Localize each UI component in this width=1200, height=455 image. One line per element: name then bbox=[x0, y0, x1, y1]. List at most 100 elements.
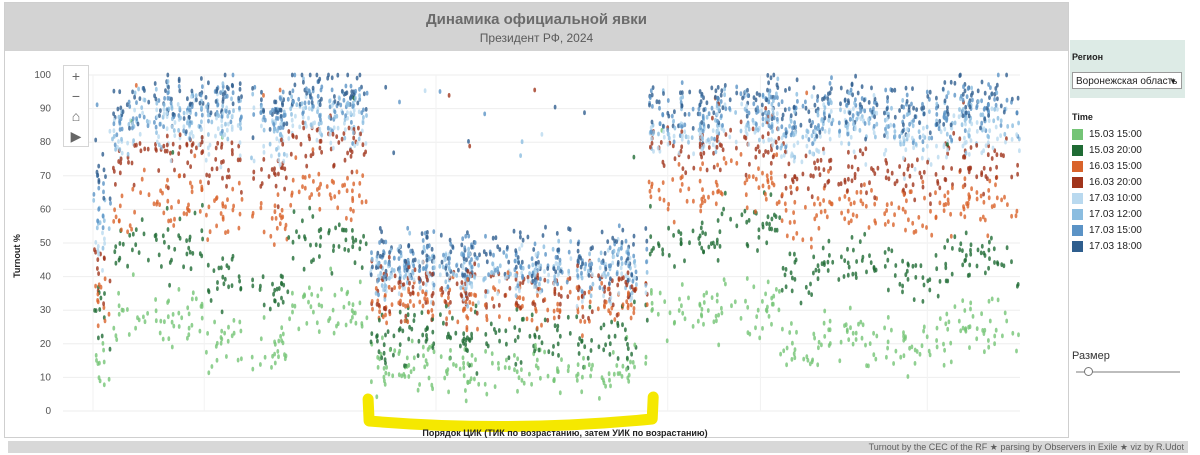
data-point bbox=[816, 158, 819, 164]
data-point bbox=[209, 298, 213, 303]
data-point bbox=[757, 235, 761, 240]
data-point bbox=[425, 234, 429, 240]
data-point bbox=[873, 96, 877, 102]
data-point bbox=[921, 184, 925, 190]
data-point bbox=[613, 238, 616, 244]
data-point bbox=[781, 112, 785, 118]
data-point bbox=[995, 90, 999, 96]
data-point bbox=[597, 344, 601, 350]
data-point bbox=[723, 92, 726, 98]
data-point bbox=[231, 72, 235, 78]
data-point bbox=[937, 126, 941, 132]
data-point bbox=[470, 353, 474, 358]
size-slider[interactable] bbox=[1076, 367, 1180, 376]
data-point bbox=[225, 174, 229, 180]
legend-item[interactable]: 17.03 18:00 bbox=[1072, 238, 1200, 254]
data-point bbox=[783, 201, 787, 207]
data-point bbox=[418, 264, 422, 269]
data-point bbox=[929, 162, 933, 167]
data-point bbox=[220, 145, 223, 150]
data-point bbox=[451, 244, 455, 250]
data-point bbox=[843, 97, 847, 103]
data-point bbox=[691, 228, 695, 234]
data-point bbox=[575, 373, 578, 379]
data-point bbox=[782, 348, 786, 354]
data-point bbox=[987, 338, 990, 343]
legend-item[interactable]: 17.03 12:00 bbox=[1072, 206, 1200, 222]
data-point bbox=[776, 95, 779, 100]
data-point bbox=[716, 85, 720, 90]
data-point bbox=[987, 265, 990, 271]
home-icon[interactable]: ⌂ bbox=[71, 108, 81, 124]
data-point bbox=[578, 336, 582, 341]
zoom-out-button[interactable]: − bbox=[71, 88, 81, 104]
data-point bbox=[604, 266, 608, 272]
data-point bbox=[783, 173, 787, 179]
data-point bbox=[167, 336, 171, 342]
data-point bbox=[118, 120, 122, 126]
data-point bbox=[464, 233, 468, 239]
data-point bbox=[875, 102, 879, 108]
data-point bbox=[406, 303, 410, 308]
data-point bbox=[886, 315, 890, 320]
data-point bbox=[809, 281, 812, 287]
data-point bbox=[801, 171, 805, 177]
legend-item[interactable]: 16.03 15:00 bbox=[1072, 158, 1200, 174]
data-point bbox=[994, 102, 998, 108]
data-point bbox=[167, 84, 170, 90]
data-point bbox=[849, 218, 853, 224]
data-point bbox=[772, 72, 776, 78]
data-point bbox=[172, 323, 176, 329]
data-point bbox=[734, 110, 737, 115]
region-dropdown[interactable]: Воронежская область ▼ bbox=[1072, 72, 1182, 89]
data-point bbox=[861, 151, 865, 157]
data-point bbox=[983, 217, 987, 223]
data-point bbox=[615, 363, 619, 368]
data-point bbox=[167, 218, 171, 224]
data-point bbox=[378, 240, 381, 245]
size-slider-handle[interactable] bbox=[1084, 367, 1093, 376]
data-point bbox=[967, 100, 971, 105]
data-point bbox=[892, 123, 896, 128]
data-point bbox=[934, 253, 938, 258]
play-icon[interactable]: ▶ bbox=[70, 128, 82, 144]
data-point bbox=[431, 313, 435, 319]
data-point bbox=[168, 260, 172, 265]
data-point bbox=[875, 121, 879, 127]
data-point bbox=[271, 107, 274, 113]
data-point bbox=[231, 186, 235, 192]
data-point bbox=[178, 88, 182, 94]
zoom-in-button[interactable]: + bbox=[71, 68, 81, 84]
data-point bbox=[335, 134, 339, 139]
data-point bbox=[329, 266, 333, 272]
data-point bbox=[154, 297, 158, 302]
data-point bbox=[679, 175, 683, 181]
data-point bbox=[958, 136, 962, 142]
legend-item[interactable]: 16.03 20:00 bbox=[1072, 174, 1200, 190]
data-point bbox=[626, 346, 630, 351]
legend-item[interactable]: 15.03 15:00 bbox=[1072, 126, 1200, 142]
data-point bbox=[994, 182, 997, 188]
legend-item[interactable]: 17.03 10:00 bbox=[1072, 190, 1200, 206]
data-point bbox=[281, 299, 285, 305]
data-point bbox=[811, 141, 814, 147]
data-point bbox=[94, 137, 98, 143]
data-point bbox=[127, 99, 131, 105]
data-point bbox=[329, 146, 333, 152]
data-point bbox=[528, 371, 531, 377]
footer: Turnout by the CEC of the RF ★ parsing b… bbox=[8, 441, 1188, 453]
data-point bbox=[777, 307, 781, 313]
data-point bbox=[210, 119, 214, 125]
data-point bbox=[301, 111, 305, 116]
legend-item[interactable]: 17.03 15:00 bbox=[1072, 222, 1200, 238]
data-point bbox=[576, 309, 580, 315]
data-point bbox=[96, 257, 100, 262]
data-point bbox=[102, 189, 105, 195]
legend-item[interactable]: 15.03 20:00 bbox=[1072, 142, 1200, 158]
data-point bbox=[1017, 120, 1020, 126]
data-point bbox=[990, 235, 993, 241]
data-point bbox=[317, 121, 321, 127]
data-point bbox=[117, 311, 121, 317]
data-point bbox=[199, 127, 203, 132]
